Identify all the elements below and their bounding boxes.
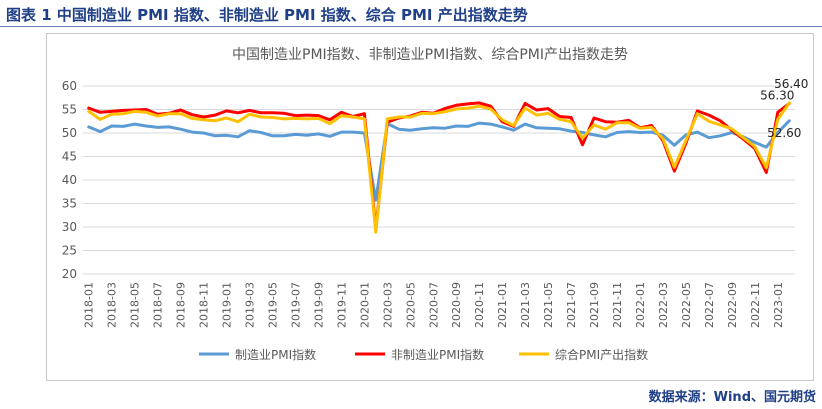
- x-tick-label: 2018-11: [198, 282, 211, 328]
- y-tick-label: 20: [62, 267, 77, 281]
- caption-divider: [0, 26, 822, 27]
- x-tick-label: 2021-05: [542, 282, 555, 328]
- y-tick-label: 55: [62, 103, 77, 117]
- series-line-non_manufacturing: [87, 101, 791, 231]
- x-axis-ticks: 2018-01 2018-03 2018-05 2018-07 2018-09 2018-…: [83, 282, 785, 328]
- data-label-non_manufacturing: 56.30: [760, 88, 794, 102]
- x-tick-label: 2019-09: [312, 282, 325, 328]
- x-tick-label: 2019-03: [244, 282, 257, 328]
- y-tick-label: 60: [62, 79, 77, 93]
- x-tick-label: 2018-03: [106, 282, 119, 328]
- figure-caption: 图表 1 中国制造业 PMI 指数、非制造业 PMI 指数、综合 PMI 产出指…: [6, 6, 528, 24]
- x-tick-label: 2021-11: [611, 282, 624, 328]
- x-tick-label: 2021-03: [519, 282, 532, 328]
- x-tick-label: 2018-01: [83, 282, 96, 328]
- x-tick-label: 2022-05: [680, 282, 693, 328]
- x-tick-label: 2018-09: [175, 282, 188, 328]
- x-tick-label: 2022-01: [634, 282, 647, 328]
- x-tick-label: 2019-07: [289, 282, 302, 328]
- x-tick-label: 2018-05: [129, 282, 142, 328]
- x-tick-label: 2019-11: [335, 282, 348, 328]
- y-tick-label: 30: [62, 220, 77, 234]
- x-tick-label: 2021-09: [588, 282, 601, 328]
- x-tick-label: 2023-01: [772, 282, 785, 328]
- legend-label-non_manufacturing: 非制造业PMI指数: [391, 347, 484, 362]
- data-label-manufacturing: 52.60: [767, 126, 801, 140]
- series-line-manufacturing: [87, 119, 791, 202]
- x-tick-label: 2020-09: [450, 282, 463, 328]
- x-tick-label: 2022-07: [703, 282, 716, 328]
- chart-title: 中国制造业PMI指数、非制造业PMI指数、综合PMI产出指数走势: [232, 47, 628, 63]
- series-line-composite: [87, 101, 791, 234]
- x-tick-label: 2022-09: [726, 282, 739, 328]
- x-tick-label: 2020-03: [381, 282, 394, 328]
- legend-label-composite: 综合PMI产出指数: [555, 347, 648, 362]
- x-tick-label: 2018-07: [152, 282, 165, 328]
- x-tick-label: 2019-01: [221, 282, 234, 328]
- chart-frame: 中国制造业PMI指数、非制造业PMI指数、综合PMI产出指数走势 20 25 30 3…: [46, 33, 814, 381]
- y-axis-ticks: 20 25 30 35 40 45 50 55 60: [62, 79, 77, 281]
- x-tick-label: 2021-07: [565, 282, 578, 328]
- x-tick-label: 2020-05: [404, 282, 417, 328]
- x-tick-label: 2021-01: [496, 282, 509, 328]
- legend: 制造业PMI指数 非制造业PMI指数 综合PMI产出指数: [199, 347, 648, 362]
- legend-label-manufacturing: 制造业PMI指数: [235, 347, 316, 362]
- line-chart: 中国制造业PMI指数、非制造业PMI指数、综合PMI产出指数走势 20 25 30 3…: [62, 47, 809, 362]
- y-tick-label: 45: [62, 150, 77, 164]
- x-tick-label: 2020-07: [427, 282, 440, 328]
- y-tick-label: 25: [62, 244, 77, 258]
- x-tick-label: 2020-01: [358, 282, 371, 328]
- y-tick-label: 35: [62, 197, 77, 211]
- data-label-composite: 56.40: [774, 77, 808, 91]
- x-tick-label: 2019-05: [266, 282, 279, 328]
- x-tick-label: 2022-03: [657, 282, 670, 328]
- y-tick-label: 40: [62, 173, 77, 187]
- data-source: 数据来源：Wind、国元期货: [648, 390, 816, 405]
- series-lines: [87, 101, 791, 234]
- x-tick-label: 2022-11: [749, 282, 762, 328]
- x-tick-label: 2020-11: [473, 282, 486, 328]
- y-tick-label: 50: [62, 126, 77, 140]
